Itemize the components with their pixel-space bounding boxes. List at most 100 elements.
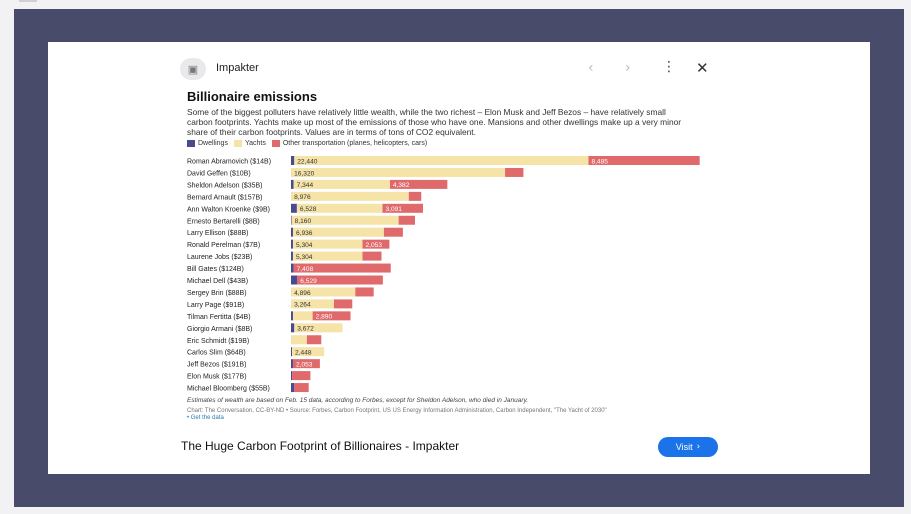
data-label: 3,672	[297, 326, 314, 333]
category-label: Roman Abramovich ($14B)	[187, 159, 271, 166]
data-label: 8,976	[294, 194, 311, 201]
bar-segment	[293, 179, 390, 189]
category-label: Eric Schmidt ($19B)	[187, 338, 249, 345]
source-bar: ▣ Impakter ‹ › ⋮ ✕	[180, 58, 720, 80]
bar-segment	[292, 239, 363, 249]
chevron-right-icon: ›	[696, 442, 701, 452]
chart-image[interactable]: Billionaire emissions Some of the bigges…	[180, 84, 732, 424]
category-label: Ernesto Bertarelli ($8B)	[187, 218, 260, 225]
bar-segment	[291, 251, 293, 261]
bar-segment	[292, 251, 363, 261]
bar-segment	[292, 359, 320, 369]
category-label: Laurene Jobs ($23B)	[187, 254, 252, 261]
data-label: 3,091	[385, 206, 402, 213]
bar-segment	[291, 239, 293, 249]
category-label: Michael Dell ($43B)	[187, 278, 248, 285]
bar-segment	[291, 371, 293, 381]
bar-segment	[293, 263, 391, 273]
legend-swatch	[187, 139, 195, 147]
bar-segment	[291, 335, 307, 345]
bar-segment	[333, 299, 353, 309]
data-label: 6,529	[300, 278, 317, 285]
data-label: 3,264	[294, 302, 311, 309]
data-label: 16,320	[294, 170, 315, 177]
category-label: Bill Gates ($124B)	[187, 266, 244, 273]
bar-segment	[362, 251, 382, 261]
chevron-left-icon[interactable]: ‹	[588, 60, 594, 76]
chart-title: Billionaire emissions	[187, 89, 318, 104]
data-label: 2,053	[365, 242, 382, 249]
get-data-link[interactable]: • Get the data	[187, 415, 224, 421]
data-label: 8,160	[295, 218, 312, 225]
page-caption[interactable]: The Huge Carbon Footprint of Billionaire…	[181, 439, 460, 453]
bar-segment	[355, 287, 374, 297]
data-label: 5,304	[296, 254, 313, 261]
legend-label: Yachts	[244, 139, 266, 147]
bar-segment	[291, 299, 334, 309]
bar-segment	[294, 323, 343, 333]
bar-segment	[306, 335, 322, 345]
bar-segment	[291, 215, 399, 225]
bar-segment	[297, 275, 383, 285]
bar-segment	[312, 311, 351, 321]
chart-footnote: Estimates of wealth are based on Feb. 15…	[187, 397, 529, 404]
chevron-right-icon[interactable]: ›	[625, 60, 631, 76]
bar-segment	[291, 263, 294, 273]
data-label: 7,408	[297, 266, 314, 273]
bar-segment	[291, 179, 294, 189]
bar-segment	[291, 359, 293, 369]
category-label: Elon Musk ($177B)	[187, 374, 247, 381]
bar-segment	[292, 311, 313, 321]
data-label: 4,896	[294, 290, 311, 297]
bar-segment	[294, 156, 589, 165]
bar-segment	[296, 203, 383, 213]
category-label: Jeff Bezos ($191B)	[187, 362, 246, 369]
legend-item: Dwellings	[187, 139, 228, 147]
legend-label: Other transportation (planes, helicopter…	[282, 139, 428, 147]
visit-button[interactable]: Visit ›	[658, 437, 718, 457]
data-label: 7,344	[297, 182, 314, 189]
category-label: David Geffen ($10B)	[187, 170, 251, 177]
bar-segment	[291, 275, 298, 285]
bar-segment	[292, 371, 311, 381]
category-label: Larry Page ($91B)	[187, 302, 244, 309]
bar-segment	[389, 179, 448, 189]
visit-button-label: Visit	[675, 442, 693, 452]
bar-segment	[382, 203, 423, 213]
bar-segment	[408, 191, 422, 201]
legend-label: Dwellings	[198, 139, 228, 147]
close-icon[interactable]: ✕	[696, 59, 709, 77]
bar-segment	[588, 156, 700, 165]
data-label: 6,936	[296, 230, 313, 237]
chart-subtitle: Some of the biggest polluters have relat…	[187, 107, 682, 137]
legend-swatch	[271, 139, 280, 147]
chart-legend: Dwellings Yachts Other transportation (pla…	[187, 138, 433, 148]
data-label: 2,448	[295, 350, 312, 357]
source-name[interactable]: Impakter	[216, 62, 259, 74]
bar-segment	[291, 347, 293, 357]
chart-credit: Chart: The Conversation, CC-BY-ND • Sour…	[187, 408, 607, 414]
bar-segment	[292, 347, 325, 357]
category-label: Ann Walton Kroenke ($9B)	[187, 206, 270, 213]
bar-segment	[291, 287, 356, 297]
bar-segment	[505, 167, 524, 177]
more-vert-icon[interactable]: ⋮	[662, 59, 676, 75]
data-label: 2,053	[296, 361, 313, 368]
data-label: 5,304	[296, 242, 313, 249]
category-label: Larry Ellison ($88B)	[187, 230, 248, 237]
bar-segment	[294, 383, 309, 393]
category-label: Giorgio Armani ($8B)	[187, 326, 252, 333]
bar-segment	[291, 383, 295, 393]
bar-segment	[291, 203, 297, 213]
bar-chart: Roman Abramovich ($14B) David Geffen ($10…	[187, 156, 700, 393]
legend-swatch	[233, 139, 242, 147]
bar-segment	[291, 215, 292, 225]
data-label: 4,382	[393, 182, 410, 189]
bar-segment	[383, 227, 403, 237]
legend-item: Other transportation (planes, helicopter…	[271, 139, 428, 147]
bar-segment	[292, 227, 384, 237]
category-label: Carlos Slim ($64B)	[187, 350, 246, 357]
image-placeholder-icon[interactable]: ▣	[180, 58, 206, 80]
bar-segment	[291, 311, 293, 321]
data-label: 22,440	[297, 158, 318, 165]
